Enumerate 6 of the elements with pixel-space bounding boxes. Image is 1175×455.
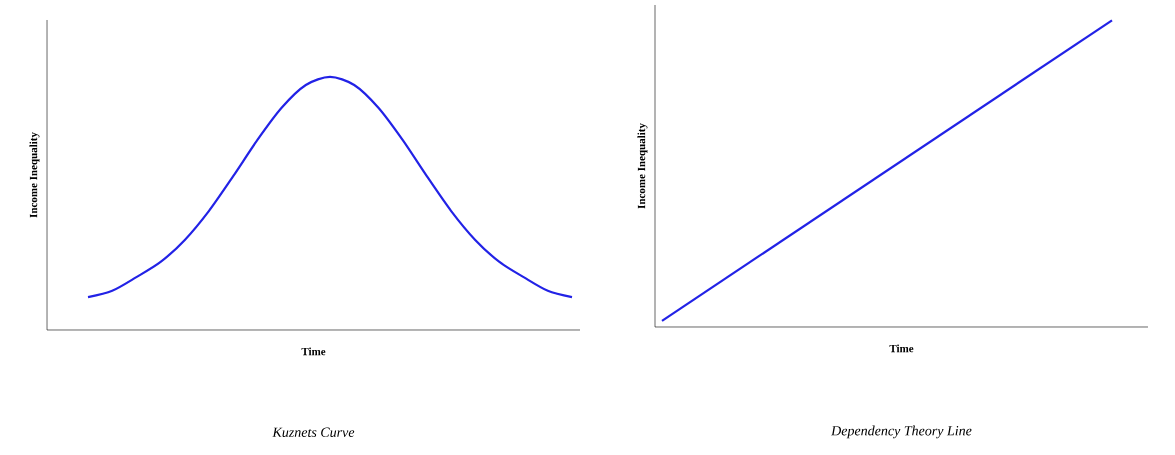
x-axis-title: Time: [889, 344, 914, 353]
text: Kuznets Curve: [272, 427, 355, 437]
y-axis-title: Income Inequality: [637, 123, 648, 209]
text: Dependency Theory Line: [830, 425, 972, 439]
y-axis-title: Income Inequality: [29, 132, 40, 218]
x-axis-title: Time: [301, 347, 326, 356]
